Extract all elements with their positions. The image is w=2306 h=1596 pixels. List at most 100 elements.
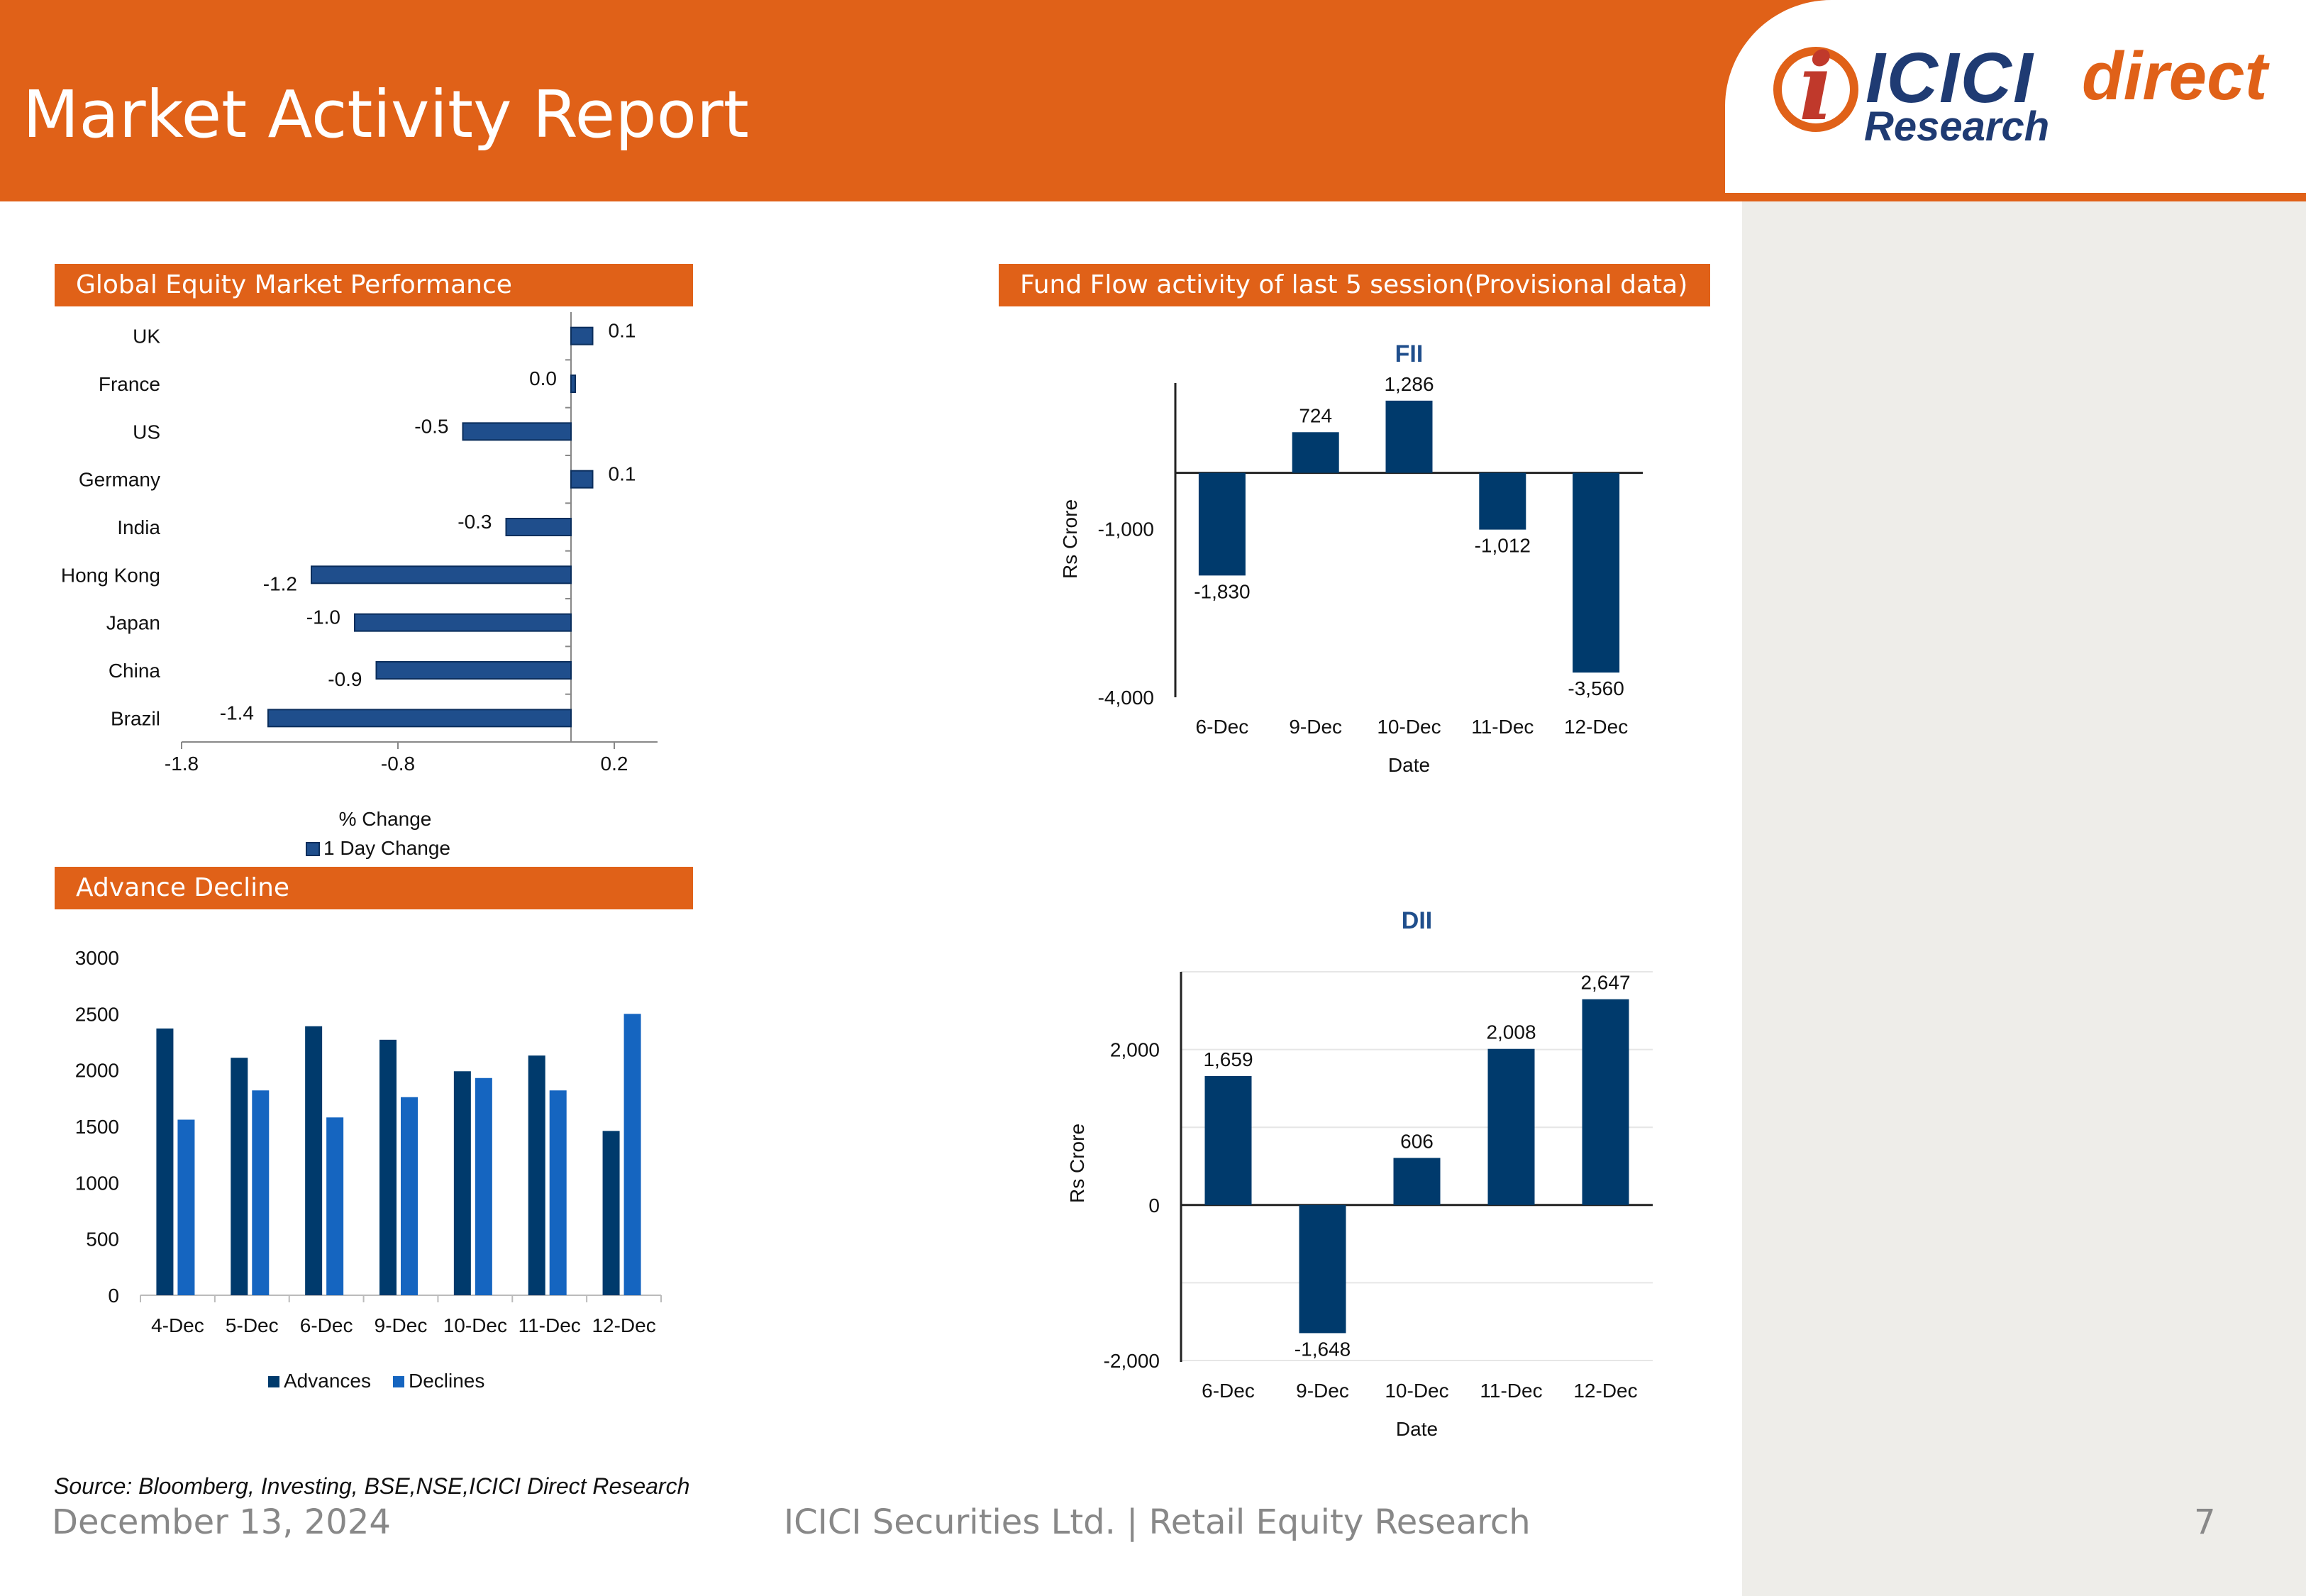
category-label: 11-Dec [1471, 716, 1534, 738]
x-axis-title: Date [1388, 754, 1430, 776]
y-tick-label: -1,000 [1098, 519, 1154, 541]
data-label: 724 [1299, 404, 1332, 426]
bar-declines [252, 1090, 270, 1295]
data-label: 1,659 [1203, 1048, 1253, 1070]
category-label: France [99, 373, 160, 395]
bar [1393, 1158, 1441, 1205]
category-label: 10-Dec [1377, 716, 1441, 738]
category-label: 12-Dec [592, 1314, 655, 1336]
data-label: -1.4 [220, 702, 254, 724]
x-tick-label: 0.2 [601, 753, 628, 775]
data-label: -1,012 [1475, 535, 1531, 557]
bar-declines [475, 1077, 492, 1295]
data-label: 0.0 [529, 367, 557, 389]
bar [1573, 472, 1620, 673]
bar [505, 518, 572, 536]
bar-declines [623, 1014, 641, 1295]
bar [1198, 472, 1246, 576]
category-label: 9-Dec [1296, 1380, 1349, 1402]
category-label: 10-Dec [1385, 1380, 1448, 1402]
y-tick-label: -2,000 [1104, 1350, 1160, 1372]
category-label: 12-Dec [1564, 716, 1628, 738]
section-fund-flow: Fund Flow activity of last 5 session(Pro… [999, 264, 1710, 306]
legend-swatch [393, 1376, 404, 1387]
data-label: -1,830 [1194, 580, 1250, 602]
bar [375, 661, 572, 680]
y-axis-title: Rs Crore [1059, 499, 1081, 579]
footer-company: ICICI Securities Ltd. | Retail Equity Re… [784, 1502, 1531, 1542]
y-tick-label: -4,000 [1098, 687, 1154, 709]
logo-i-icon: i [1799, 33, 1834, 141]
legend-swatch [306, 842, 320, 856]
x-tick-label: -0.8 [381, 753, 415, 775]
bar [462, 422, 572, 441]
y-tick-label: 500 [86, 1229, 119, 1251]
data-label: -1.2 [263, 572, 297, 594]
category-label: 12-Dec [1573, 1380, 1637, 1402]
bar-declines [177, 1119, 195, 1295]
category-label: US [133, 421, 160, 443]
right-side-panel [1742, 201, 2306, 1596]
y-tick-label: 1000 [75, 1172, 119, 1194]
category-label: India [117, 516, 160, 538]
category-label: 10-Dec [443, 1314, 507, 1336]
legend-label: 1 Day Change [323, 837, 450, 859]
footer-page-number: 7 [2194, 1502, 2216, 1542]
y-axis-title: Rs Crore [1066, 1124, 1088, 1203]
fii-chart: -1,000 -4,000 -1,830 6-Dec 724 9-Dec 1,286 10-D… [1059, 340, 1643, 776]
bar [1385, 400, 1433, 473]
bar-declines [549, 1090, 567, 1295]
chart-title: FII [1395, 340, 1424, 367]
logo-tagline: Research [1864, 104, 2050, 150]
category-label: Hong Kong [61, 564, 160, 586]
logo-brand: ICICI [1866, 38, 2034, 118]
data-label: -1.0 [306, 606, 340, 628]
category-label: 4-Dec [151, 1314, 204, 1336]
data-label: -3,560 [1568, 677, 1624, 699]
bar [1299, 1204, 1346, 1334]
category-label: Germany [79, 469, 160, 491]
category-label: 11-Dec [519, 1314, 581, 1336]
data-label: 0.1 [609, 463, 636, 485]
data-label: -1,648 [1295, 1338, 1351, 1360]
bar-declines [326, 1117, 344, 1295]
data-label: -0.3 [458, 511, 492, 533]
category-label: Japan [106, 612, 160, 634]
legend-label: Advances [284, 1370, 371, 1392]
chart-title: DII [1402, 907, 1432, 934]
bar [1582, 999, 1629, 1205]
y-tick-label: 2,000 [1110, 1039, 1160, 1061]
advance-decline-chart: 3000 2500 2000 1500 1000 500 0 4-Dec 5-Dec 6-Dec 9… [75, 947, 662, 1392]
data-label: 1,286 [1384, 373, 1434, 395]
data-label: 0.1 [609, 320, 636, 342]
x-axis-title: % Change [339, 808, 432, 830]
source-note: Source: Bloomberg, Investing, BSE,NSE,IC… [54, 1473, 690, 1499]
bar-advances [453, 1071, 471, 1295]
data-label: -0.5 [414, 415, 448, 437]
data-label: -0.9 [328, 668, 362, 690]
bar [570, 470, 594, 489]
footer-date: December 13, 2024 [52, 1502, 391, 1542]
y-tick-label: 0 [1148, 1195, 1160, 1217]
data-label: 2,008 [1486, 1021, 1536, 1043]
header-underline [0, 193, 2306, 201]
page-title: Market Activity Report [23, 77, 749, 153]
logo-brand-suffix: direct [2082, 38, 2268, 114]
x-tick-label: -1.8 [165, 753, 199, 775]
legend-label: Declines [409, 1370, 484, 1392]
bar [1204, 1075, 1252, 1205]
bar [311, 565, 572, 584]
data-label: 606 [1400, 1130, 1434, 1152]
category-label: Brazil [111, 707, 160, 729]
dii-chart: 2,000 0 -2,000 1,659 6-Dec -1,648 9-Dec 606 10-D… [1066, 907, 1653, 1440]
y-tick-label: 3000 [75, 947, 119, 969]
bar-declines [401, 1097, 418, 1295]
bar [570, 375, 576, 393]
bar [267, 709, 572, 728]
legend-swatch [268, 1376, 279, 1387]
category-label: 6-Dec [1196, 716, 1249, 738]
section-global-equity: Global Equity Market Performance [55, 264, 693, 306]
x-axis-title: Date [1396, 1418, 1438, 1440]
bar-advances [602, 1131, 620, 1295]
bar-advances [528, 1055, 545, 1295]
